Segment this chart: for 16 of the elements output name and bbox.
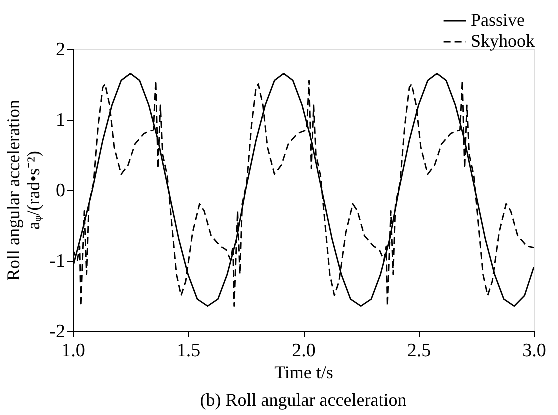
x-tick-label: 1.5 [176, 340, 201, 362]
y-tick-label: -2 [50, 322, 66, 342]
x-tick-label: 2.5 [407, 340, 432, 362]
text: (b) Roll angular acceleration [200, 390, 407, 410]
legend-label: Skyhook [471, 31, 536, 51]
x-axis-title: Time t/s [274, 362, 334, 382]
y-tick-label: -1 [50, 251, 66, 272]
text: Roll angular acceleration [4, 100, 24, 281]
y-tick-label: 0 [56, 180, 66, 202]
x-tick-label: 2.0 [292, 340, 316, 362]
text: aᵩ/(rad•s⁻²) [24, 151, 44, 230]
x-tick-label: 3.0 [522, 340, 546, 362]
y-tick-label: 1 [56, 110, 66, 131]
x-tick-label: 1.0 [62, 340, 86, 362]
y-tick-label: 2 [56, 40, 66, 60]
legend-label: Passive [471, 10, 526, 30]
